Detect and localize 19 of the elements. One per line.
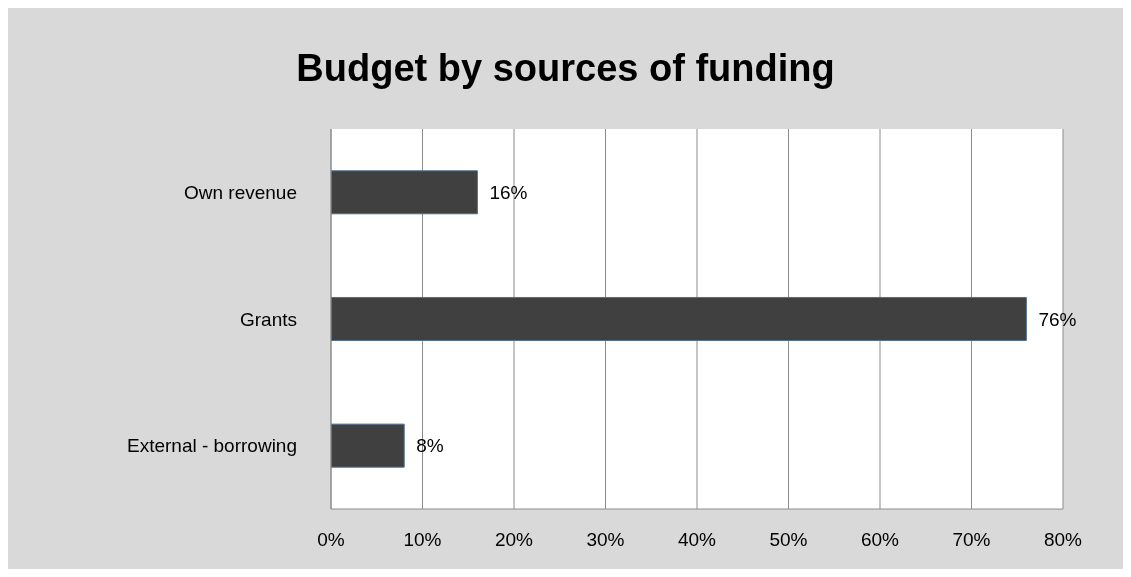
x-tick-label: 80% — [1043, 529, 1083, 551]
chart-title: Budget by sources of funding — [295, 46, 836, 91]
bar — [331, 296, 1027, 341]
data-label: 16% — [489, 182, 528, 204]
x-tick-label: 70% — [952, 529, 991, 551]
x-tick-label: 20% — [494, 529, 534, 551]
x-tick-label: 40% — [677, 529, 717, 551]
bar — [331, 423, 405, 468]
y-tick-label: Own revenue — [183, 182, 297, 204]
x-tick-label: 60% — [860, 529, 900, 551]
data-label: 76% — [1038, 308, 1077, 330]
x-tick-label: 0% — [317, 529, 345, 551]
y-tick-label: Grants — [239, 308, 297, 330]
y-tick-label: External - borrowing — [126, 435, 297, 457]
x-tick-label: 50% — [769, 529, 808, 551]
bar — [331, 170, 478, 215]
data-label: 8% — [416, 435, 444, 457]
x-tick-label: 10% — [403, 529, 442, 551]
x-tick-label: 30% — [586, 529, 625, 551]
